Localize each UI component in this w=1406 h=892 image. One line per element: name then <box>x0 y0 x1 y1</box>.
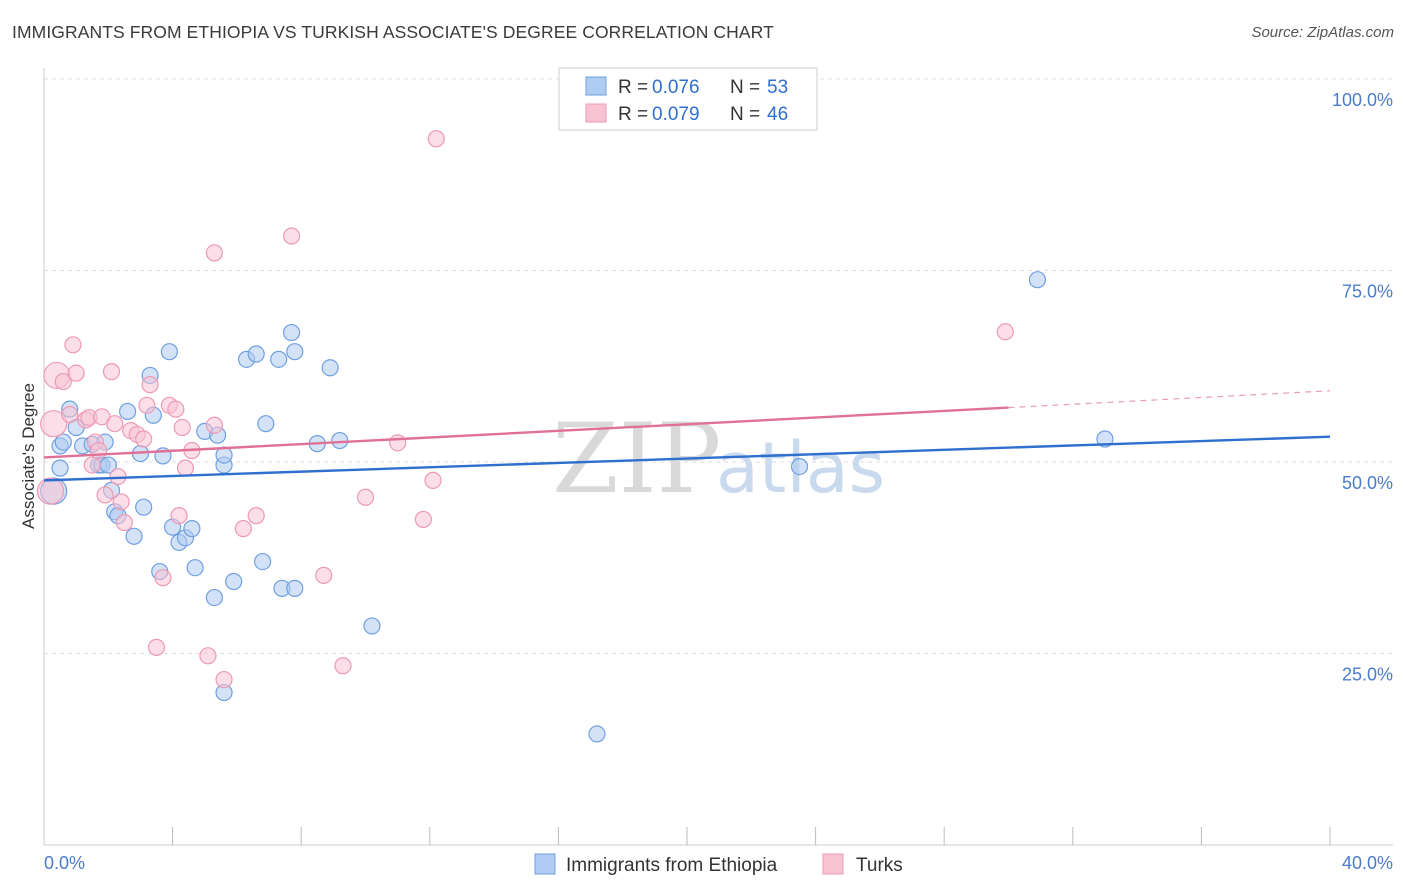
point-turks <box>315 566 333 584</box>
x-ticks <box>172 827 1331 845</box>
point-turks <box>199 647 217 665</box>
point-turks <box>106 415 124 433</box>
point-turks <box>112 493 130 511</box>
point-turks <box>96 486 114 504</box>
point-ethiopia <box>51 459 69 477</box>
point-ethiopia <box>254 552 272 571</box>
point-ethiopia <box>225 572 243 591</box>
point-ethiopia <box>286 579 304 597</box>
point-ethiopia <box>321 359 339 377</box>
point-turks <box>154 569 172 587</box>
point-turks <box>90 441 108 460</box>
point-ethiopia <box>135 498 153 516</box>
point-turks <box>135 430 153 448</box>
source-label: Source: ZipAtlas.com <box>1251 24 1394 41</box>
series-legend-label-turks: Turks <box>856 855 903 876</box>
y-tick-label: 50.0% <box>1342 473 1393 493</box>
point-ethiopia <box>331 431 349 450</box>
point-ethiopia <box>363 617 381 635</box>
point-turks <box>170 507 188 525</box>
stats-legend: R = 0.076 N = 53 R = 0.079 N = 46 <box>558 67 818 131</box>
y-tick-label: 25.0% <box>1342 665 1393 685</box>
point-turks <box>205 244 223 262</box>
legend-n-label-turks: N = <box>730 104 760 125</box>
point-turks <box>61 405 79 424</box>
point-turks <box>102 363 121 381</box>
legend-swatch-ethiopia <box>585 76 607 96</box>
y-tick-label: 100.0% <box>1332 90 1393 110</box>
watermark: ZIP atlas <box>552 403 885 515</box>
point-turks <box>173 418 191 437</box>
point-turks <box>147 638 166 656</box>
series-legend-swatch-ethiopia <box>534 853 556 875</box>
point-ethiopia <box>247 345 265 363</box>
point-turks <box>234 520 252 538</box>
trend-lines <box>43 390 1331 482</box>
point-ethiopia <box>588 725 606 743</box>
point-ethiopia <box>286 343 304 361</box>
point-turks <box>427 130 445 148</box>
point-turks <box>83 456 101 474</box>
point-turks <box>356 488 375 506</box>
point-turks <box>389 434 407 452</box>
legend-r-value-turks: 0.079 <box>652 104 700 125</box>
point-ethiopia <box>1096 430 1114 448</box>
trend-line-turks-extension <box>1008 390 1331 409</box>
point-ethiopia <box>54 433 72 451</box>
legend-n-value-ethiopia: 53 <box>767 77 788 98</box>
point-turks <box>36 477 65 505</box>
series-legend-swatch-turks <box>822 853 844 875</box>
point-ethiopia <box>183 520 201 538</box>
point-turks <box>996 323 1014 341</box>
point-ethiopia <box>282 323 301 342</box>
point-turks <box>67 364 85 382</box>
point-turks <box>424 471 442 489</box>
legend-n-label-ethiopia: N = <box>730 77 760 98</box>
point-ethiopia <box>270 350 288 368</box>
y-axis-label: Associate's Degree <box>19 383 38 529</box>
trend-line-turks <box>43 406 1009 459</box>
legend-r-label-ethiopia: R = <box>618 77 648 98</box>
point-turks <box>176 459 195 477</box>
point-turks <box>54 372 72 391</box>
point-turks <box>282 227 301 245</box>
legend-r-label-turks: R = <box>618 104 648 125</box>
point-turks <box>414 510 432 529</box>
legend-n-value-turks: 46 <box>767 104 788 125</box>
legend-r-value-ethiopia: 0.076 <box>652 77 700 98</box>
point-turks <box>205 416 223 434</box>
point-ethiopia <box>205 588 223 607</box>
point-turks <box>138 396 156 414</box>
point-ethiopia <box>118 402 137 421</box>
legend-swatch-turks <box>585 103 607 123</box>
x-tick-label-max: 40.0% <box>1342 853 1393 873</box>
point-ethiopia <box>790 457 809 476</box>
point-turks <box>215 670 233 689</box>
point-turks <box>334 657 352 675</box>
point-turks <box>40 410 68 438</box>
trend-line-ethiopia <box>43 435 1331 482</box>
point-turks <box>141 376 159 394</box>
point-ethiopia <box>257 415 275 433</box>
y-tick-label: 75.0% <box>1342 282 1393 302</box>
point-turks <box>167 400 185 418</box>
y-tick-labels: 25.0% 50.0% 75.0% 100.0% <box>1332 90 1393 685</box>
x-tick-label-min: 0.0% <box>44 853 85 873</box>
chart-title: IMMIGRANTS FROM ETHIOPIA VS TURKISH ASSO… <box>12 22 774 42</box>
point-ethiopia <box>1028 271 1047 289</box>
point-turks <box>64 336 82 354</box>
series-legend-label-ethiopia: Immigrants from Ethiopia <box>566 855 778 876</box>
point-turks <box>115 513 133 532</box>
point-ethiopia <box>160 343 178 361</box>
series-legend: Immigrants from Ethiopia Turks <box>534 853 903 876</box>
point-turks <box>247 507 265 525</box>
point-ethiopia <box>125 527 143 545</box>
point-ethiopia <box>186 559 204 577</box>
